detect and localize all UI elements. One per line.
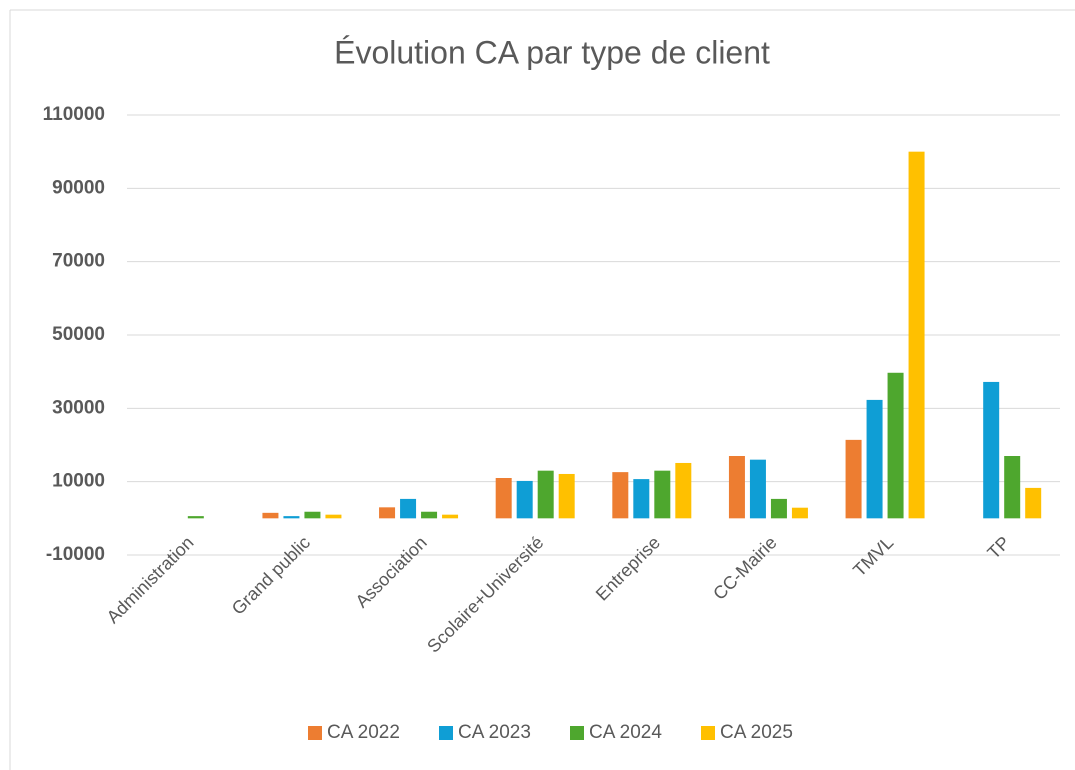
legend-swatch — [701, 726, 715, 740]
y-tick-label: 30000 — [52, 397, 105, 418]
legend-label: CA 2023 — [458, 722, 531, 743]
bar — [728, 456, 745, 519]
y-tick-label: 50000 — [52, 324, 105, 345]
bar — [1004, 456, 1021, 519]
bar — [558, 473, 575, 519]
bar — [770, 498, 787, 519]
bar — [749, 459, 766, 519]
bar — [495, 478, 512, 519]
bar — [654, 470, 671, 519]
bar — [983, 381, 1000, 519]
bar — [791, 507, 808, 519]
bar — [845, 439, 862, 519]
bar — [187, 516, 204, 519]
y-tick-label: 10000 — [52, 471, 105, 492]
bar — [283, 516, 300, 519]
bar — [908, 151, 925, 519]
y-tick-label: 70000 — [52, 251, 105, 272]
bar — [262, 512, 279, 519]
y-tick-label: 110000 — [43, 104, 105, 125]
legend-label: CA 2024 — [589, 722, 662, 743]
bar — [304, 511, 321, 519]
bar — [379, 507, 396, 519]
legend-label: CA 2025 — [720, 722, 793, 743]
bar — [633, 479, 650, 519]
bar — [421, 511, 438, 519]
legend-swatch — [570, 726, 584, 740]
legend-swatch — [308, 726, 322, 740]
bar — [516, 480, 533, 519]
y-tick-label: -10000 — [46, 544, 105, 565]
chart-title: Évolution CA par type de client — [334, 34, 770, 70]
bar — [325, 514, 342, 519]
bar — [612, 472, 629, 519]
y-tick-label: 90000 — [52, 177, 105, 198]
bar — [675, 462, 692, 519]
bar — [442, 514, 459, 519]
bar — [1025, 487, 1042, 519]
bar — [866, 399, 883, 519]
legend-swatch — [439, 726, 453, 740]
legend-label: CA 2022 — [327, 722, 400, 743]
bar — [887, 372, 904, 519]
bar — [400, 498, 417, 519]
bar — [537, 470, 554, 519]
